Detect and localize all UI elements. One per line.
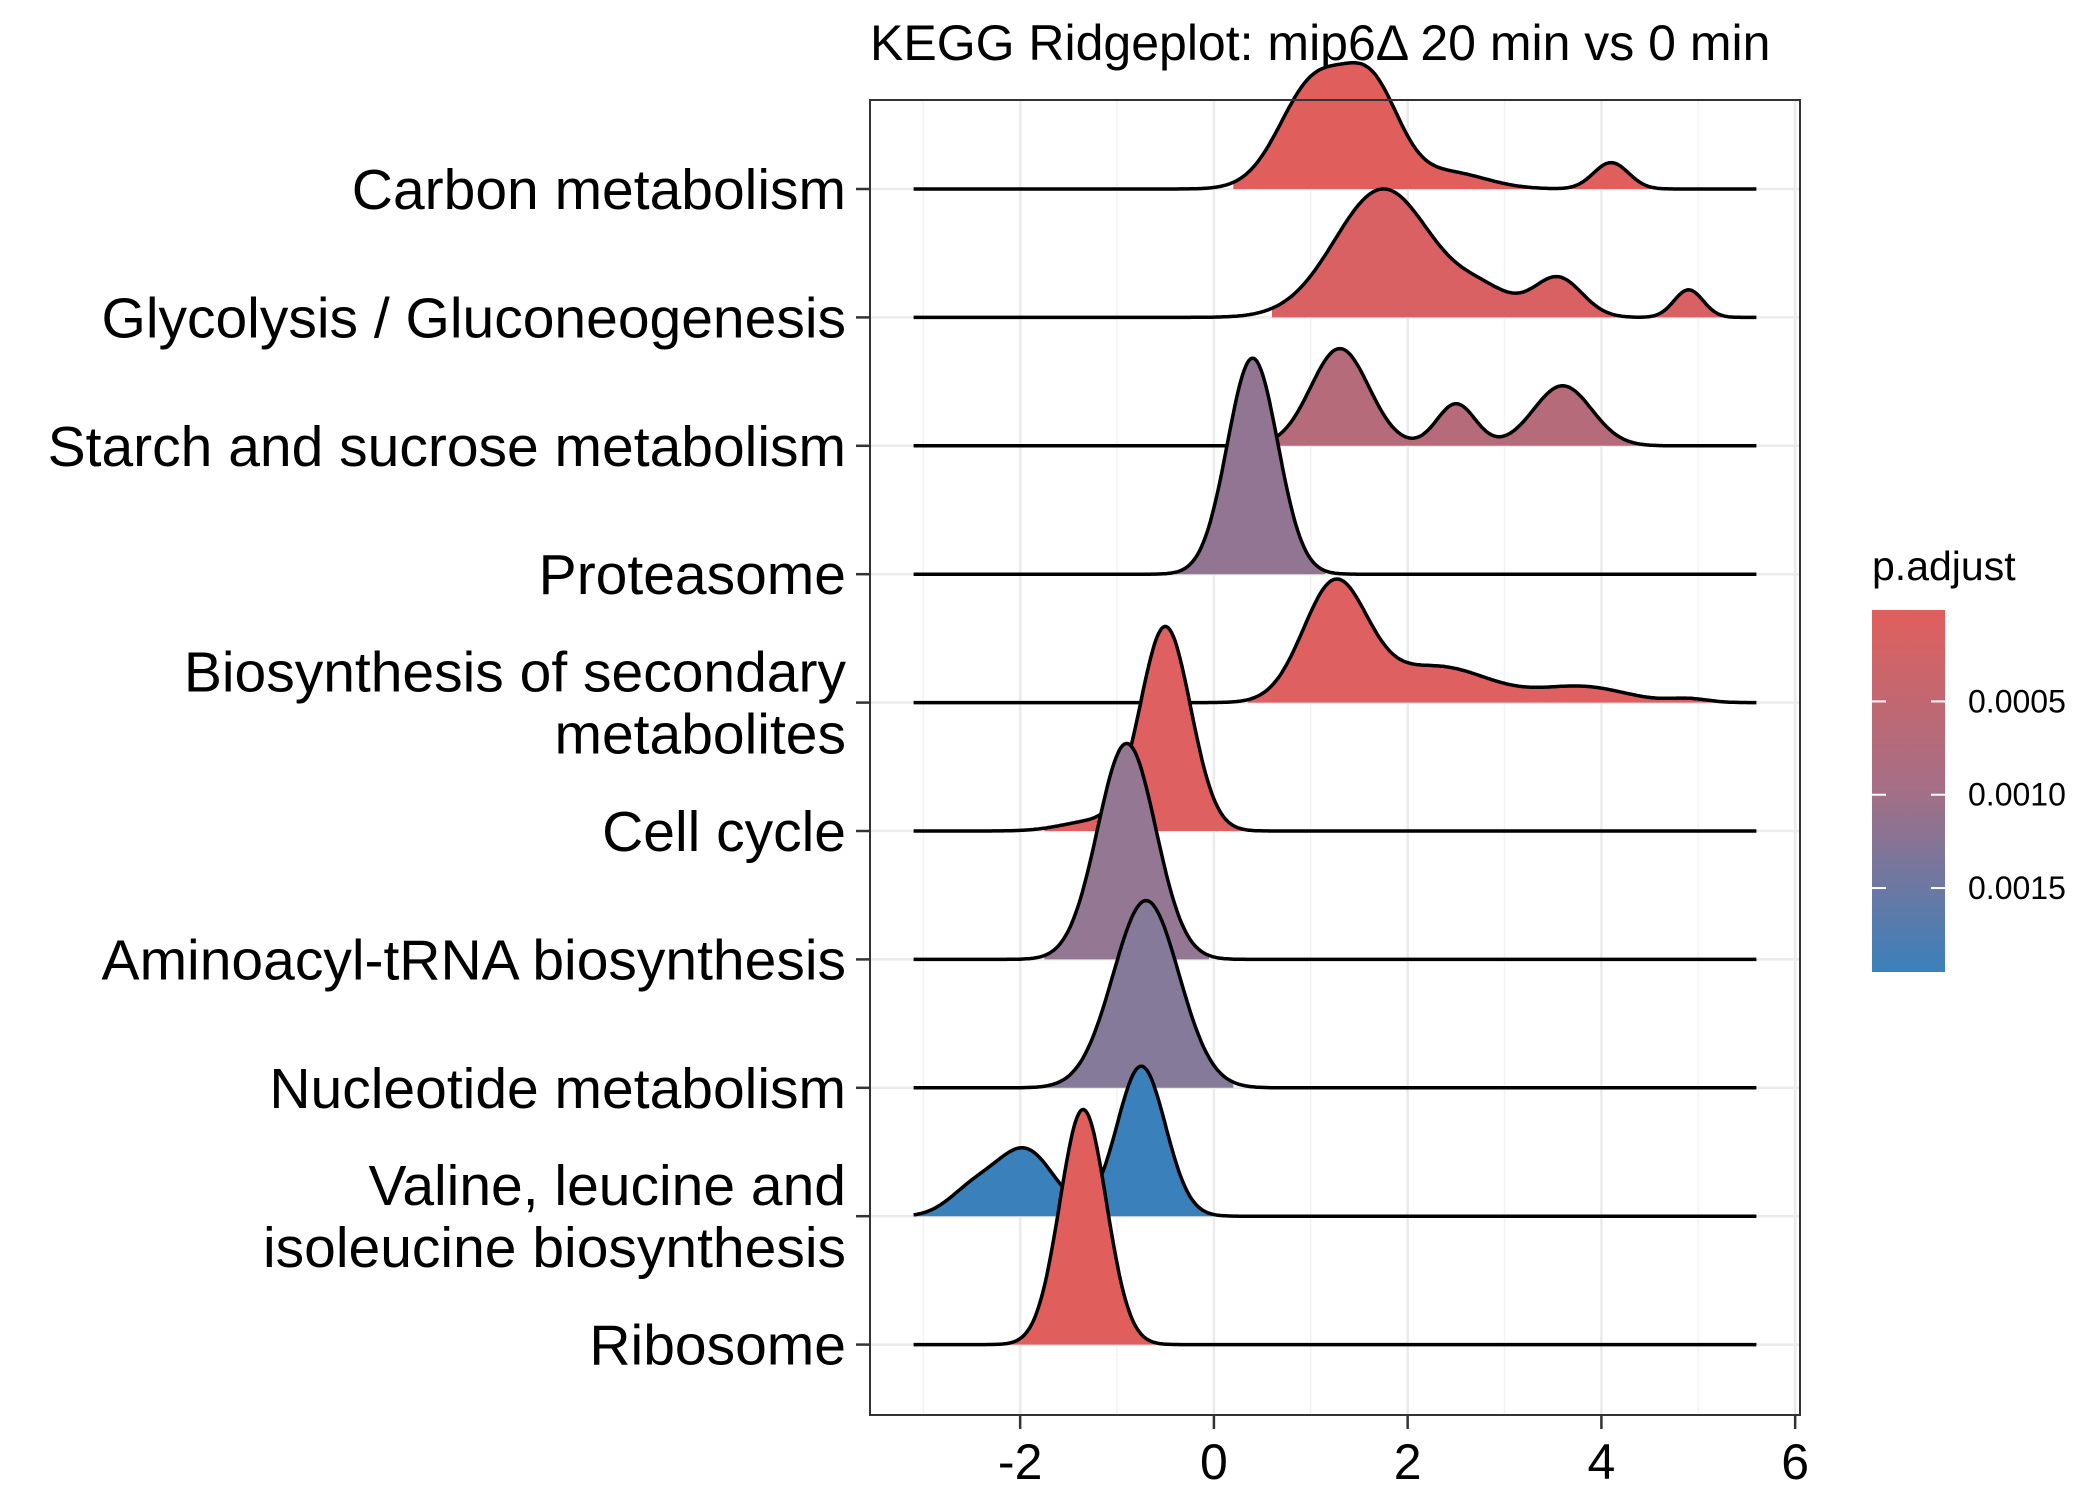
ridge-fill: [1039, 900, 1234, 1088]
ridge-fill: [1272, 189, 1757, 318]
ridge-2: [913, 346, 1757, 448]
ridge-fill: [1175, 358, 1326, 575]
category-label: Carbon metabolism: [352, 158, 846, 222]
x-tick-label: 2: [1394, 1434, 1422, 1490]
ridge-line: [913, 1064, 1757, 1218]
ridge-8: [913, 1064, 1757, 1218]
x-tick-label: 4: [1588, 1434, 1616, 1490]
category-label: Nucleotide metabolism: [269, 1057, 846, 1121]
ridge-6: [913, 741, 1757, 962]
x-tick-label: -2: [998, 1434, 1042, 1490]
category-label: Cell cycle: [602, 800, 846, 864]
ridge-fill: [1044, 743, 1210, 960]
x-tick-label: 0: [1200, 1434, 1228, 1490]
ridge-fill: [1233, 62, 1670, 189]
ridge-line: [913, 577, 1757, 705]
legend: p.adjust 0.0005 0.0010 0.0015: [1872, 543, 2066, 972]
category-label: Glycolysis / Gluconeogenesis: [101, 286, 846, 350]
ridge-line: [913, 356, 1757, 576]
ridge-line: [913, 741, 1757, 962]
category-label: Starch and sucrose metabolism: [48, 415, 846, 479]
category-labels: Carbon metabolism Glycolysis / Gluconeoge…: [48, 158, 870, 1378]
ridge-series: [913, 61, 1757, 1347]
ridge-line: [913, 61, 1757, 191]
ridge-fill: [1044, 626, 1243, 831]
ridge-line: [913, 624, 1757, 833]
ridge-9: [913, 1107, 1757, 1347]
ridge-fill: [1276, 348, 1641, 446]
ridge-line: [913, 187, 1757, 320]
ridge-line: [913, 898, 1757, 1090]
ridge-0: [913, 61, 1757, 191]
plot-panel-border: [869, 99, 1801, 1416]
category-label: Ribosome: [589, 1314, 846, 1378]
chart-title: KEGG Ridgeplot: mip6Δ 20 min vs 0 min: [870, 15, 1770, 71]
ridge-fill: [1247, 579, 1757, 703]
ridge-line: [913, 346, 1757, 448]
legend-tick-label: 0.0005: [1968, 683, 2066, 719]
category-label: Biosynthesis of secondary metabolites: [184, 641, 847, 767]
ridge-5: [913, 624, 1757, 833]
category-label: Aminoacyl-tRNA biosynthesis: [102, 928, 846, 992]
x-tick-label: 6: [1781, 1434, 1809, 1490]
category-label: Valine, leucine and isoleucine biosynthes…: [263, 1154, 846, 1280]
legend-colorbar: [1872, 610, 1945, 972]
ridge-line: [913, 1107, 1757, 1347]
legend-tick-label: 0.0010: [1968, 777, 2066, 813]
legend-tick-label: 0.0015: [1968, 870, 2066, 906]
legend-ticks: 0.0005 0.0010 0.0015: [1872, 683, 2066, 906]
ridge-1: [913, 187, 1757, 320]
legend-title: p.adjust: [1872, 543, 2016, 589]
ridge-7: [913, 898, 1757, 1090]
ridge-4: [913, 577, 1757, 705]
ridge-fill: [913, 1066, 1214, 1217]
category-label: Proteasome: [539, 543, 846, 607]
ridge-3: [913, 356, 1757, 576]
x-axis: -2 0 2 4 6: [998, 1415, 1809, 1490]
ridge-fill: [1000, 1109, 1176, 1345]
